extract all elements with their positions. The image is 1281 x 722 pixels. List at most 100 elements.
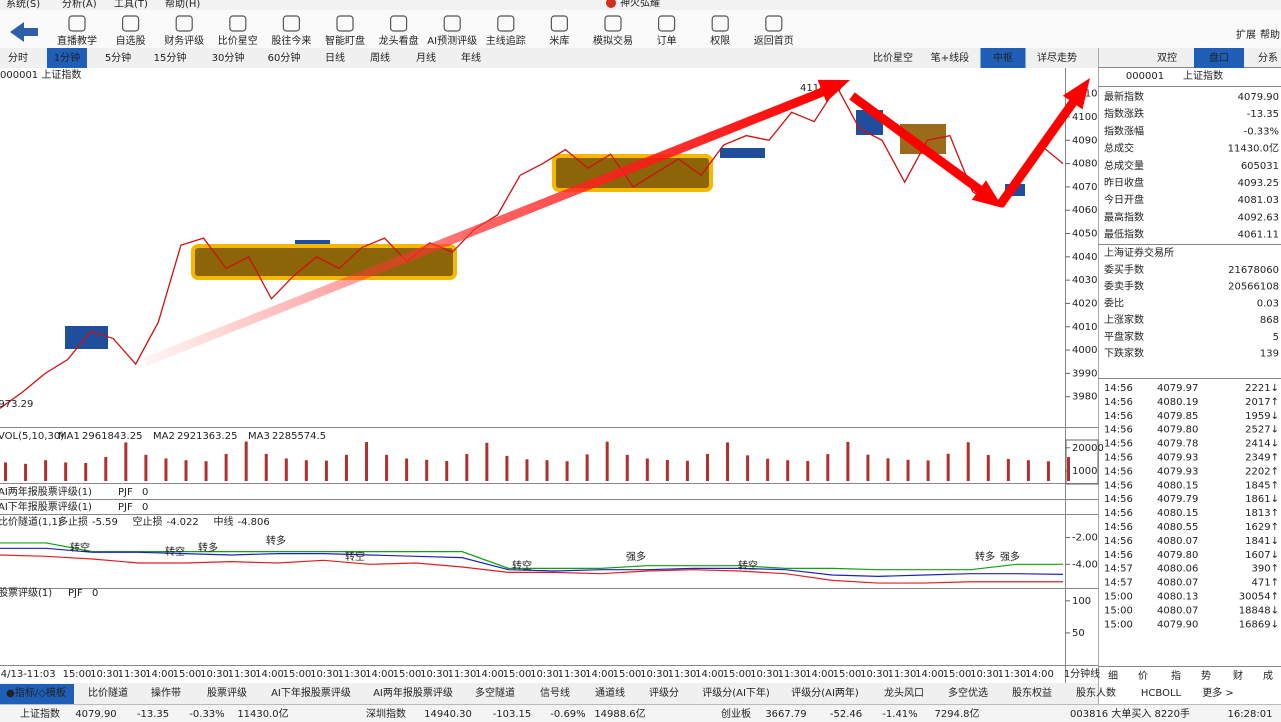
bottom-tab[interactable]: 操作带	[151, 686, 181, 699]
status-item: 创业板	[721, 707, 751, 720]
bottom-tab[interactable]: 评级分(AI两年)	[791, 686, 859, 699]
bottom-tab[interactable]: 股东权益	[1012, 686, 1052, 699]
x-tick-label: 11:30	[118, 669, 147, 680]
toolbar-item[interactable]: 订单	[657, 35, 677, 47]
toolbar-item[interactable]: 米库	[549, 34, 569, 47]
tab[interactable]: 日线	[325, 51, 345, 64]
y-tick-label: 4020	[1072, 298, 1097, 309]
toolbar-item[interactable]: 主线追踪	[486, 34, 526, 47]
tab[interactable]: 盘口	[1209, 51, 1229, 64]
tick-time: 14:56	[1104, 522, 1133, 533]
tick-price: 4080.07	[1157, 605, 1198, 616]
x-tick-label: 14:00	[805, 669, 834, 680]
volume-bar	[4, 462, 7, 481]
x-tick-label: 11:30	[998, 669, 1027, 680]
volume-bar	[645, 458, 649, 481]
quote-tab[interactable]: 势	[1201, 669, 1211, 682]
toolbar-item[interactable]: 自选股	[116, 34, 146, 47]
toolbar-icon[interactable]	[711, 15, 729, 32]
toolbar-icon[interactable]	[765, 15, 783, 32]
toolbar-icon[interactable]	[175, 15, 193, 32]
toolbar-item[interactable]: 股往今来	[271, 34, 311, 47]
volume-bar	[304, 460, 308, 481]
toolbar-item[interactable]: 返回首页	[754, 34, 794, 47]
toolbar-icon[interactable]	[121, 15, 140, 32]
bottom-tab[interactable]: 龙头风口	[884, 686, 924, 699]
back-button[interactable]	[10, 22, 38, 42]
bottom-tab[interactable]: 多空优选	[948, 686, 988, 699]
tick-price: 4080.06	[1157, 564, 1198, 575]
bottom-tab[interactable]: ●指标/◇模板	[6, 686, 66, 699]
toolbar-item[interactable]: 龙头看盘	[379, 34, 419, 47]
tab[interactable]: 60分钟	[268, 51, 301, 64]
bottom-tab[interactable]: 评级分(AI下年)	[702, 686, 770, 699]
tab[interactable]: 1分钟	[54, 51, 80, 64]
tick-price: 4079.79	[1157, 494, 1198, 505]
toolbar-item[interactable]: 财务评级	[164, 34, 204, 47]
toolbar-item[interactable]: AI预测评级	[427, 34, 477, 47]
menu-item[interactable]: 工具(T)	[114, 0, 148, 10]
toolbar-icon[interactable]	[497, 15, 515, 32]
quote-tab[interactable]: 价	[1138, 670, 1148, 682]
tab[interactable]: 分系	[1258, 52, 1278, 64]
tab[interactable]: 月线	[416, 51, 436, 64]
tab[interactable]: 双控	[1157, 51, 1177, 64]
toolbar-icon[interactable]	[282, 15, 300, 32]
bottom-tab[interactable]: 评级分	[649, 687, 679, 699]
tab[interactable]: 笔+线段	[931, 51, 969, 64]
bottom-tab[interactable]: 股东人数	[1076, 686, 1116, 699]
menu-item[interactable]: 帮助(H)	[165, 0, 200, 10]
toolbar-icon[interactable]	[657, 15, 676, 32]
toolbar-icon[interactable]	[390, 15, 408, 32]
tab[interactable]: 比价星空	[873, 51, 913, 64]
tab[interactable]: 中枢	[993, 51, 1013, 64]
tab[interactable]: 15分钟	[154, 51, 187, 64]
volume-bar	[204, 461, 208, 481]
toolbar-icon[interactable]	[68, 15, 86, 32]
quote-label: 委比	[1104, 296, 1124, 309]
tab[interactable]: 30分钟	[212, 51, 245, 64]
bottom-tab[interactable]: 更多 >	[1202, 686, 1234, 699]
toolbar-item[interactable]: 扩展	[1236, 28, 1256, 41]
menu-item[interactable]: 系统(S)	[6, 0, 40, 10]
bottom-tab[interactable]: 信号线	[540, 686, 570, 699]
toolbar-icon[interactable]	[550, 15, 569, 32]
quote-tab[interactable]: 指	[1171, 669, 1181, 682]
quote-tab[interactable]: 细	[1108, 669, 1118, 682]
tab[interactable]: 周线	[370, 51, 390, 64]
bottom-tab[interactable]: 比价隧道	[88, 686, 128, 699]
menu-item[interactable]: 分析(A)	[62, 0, 97, 10]
y-tick-label: 4100	[1072, 112, 1097, 123]
quote-tab[interactable]: 财	[1233, 669, 1243, 682]
bottom-tab[interactable]: 股票评级	[207, 687, 247, 699]
toolbar-icon[interactable]	[336, 15, 354, 32]
toolbar-item[interactable]: 直播教学	[57, 34, 97, 47]
tick-time: 15:00	[1104, 592, 1133, 603]
toolbar-item[interactable]: 模拟交易	[593, 34, 633, 47]
bottom-tab[interactable]: AI下年报股票评级	[271, 686, 351, 699]
tab[interactable]: 分时	[8, 52, 28, 64]
toolbar-item[interactable]: 智能盯盘	[325, 34, 365, 47]
toolbar-icon[interactable]	[604, 15, 622, 32]
toolbar-icon[interactable]	[443, 15, 461, 32]
tab[interactable]: 年线	[461, 51, 481, 64]
tick-price: 4079.80	[1157, 425, 1198, 436]
tab[interactable]: 5分钟	[105, 51, 131, 64]
bottom-tab[interactable]: 多空隧道	[475, 686, 515, 699]
x-tick-label: 15:00	[943, 669, 972, 680]
x-tick-label: 15:00	[833, 669, 862, 680]
bottom-tab[interactable]: AI两年报股票评级	[373, 686, 453, 699]
quote-tab[interactable]: 成	[1263, 670, 1273, 682]
status-item: 上证指数	[20, 707, 60, 720]
tab[interactable]: 详尽走势	[1037, 51, 1077, 64]
x-tick-label: 10:30	[970, 669, 999, 680]
bottom-tab[interactable]: 通道线	[595, 686, 625, 699]
bottom-tab[interactable]: HCBOLL	[1141, 688, 1182, 699]
toolbar-icon[interactable]	[229, 15, 247, 32]
toolbar-item[interactable]: 比价星空	[218, 34, 258, 47]
toolbar-item[interactable]: 帮助	[1260, 28, 1280, 41]
toolbar-item[interactable]: 权限	[710, 34, 730, 47]
quote-value: 5	[1273, 332, 1279, 343]
volume-bar	[465, 453, 469, 481]
volume-bar	[1006, 458, 1010, 481]
